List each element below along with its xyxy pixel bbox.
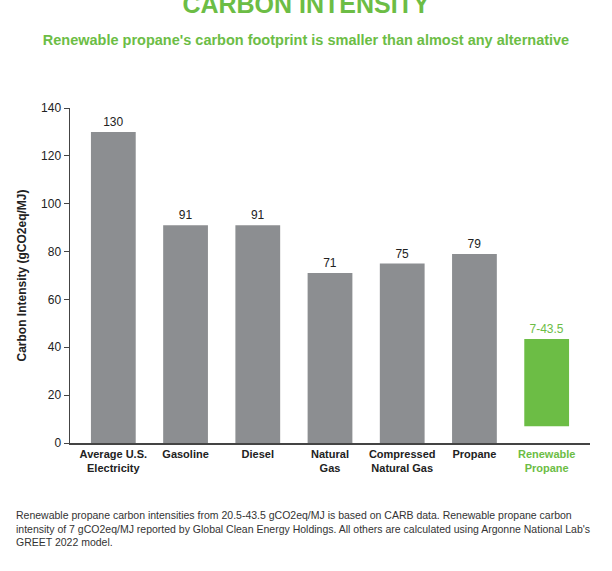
svg-text:Propane: Propane <box>452 448 496 460</box>
svg-text:120: 120 <box>41 149 61 163</box>
html-text:Renewable propane carbon inten: Renewable propane carbon intensities fro… <box>16 509 590 549</box>
svg-text:130: 130 <box>103 115 123 129</box>
svg-text:71: 71 <box>323 256 337 270</box>
svg-text:0: 0 <box>54 436 61 450</box>
svg-text:75: 75 <box>395 247 409 261</box>
svg-text:Diesel: Diesel <box>242 448 274 460</box>
svg-text:140: 140 <box>41 101 61 115</box>
svg-text:NaturalGas: NaturalGas <box>311 448 349 474</box>
svg-text:79: 79 <box>468 237 482 251</box>
svg-text:7-43.5: 7-43.5 <box>529 322 563 336</box>
svg-text:20: 20 <box>48 388 62 402</box>
svg-text:CompressedNatural Gas: CompressedNatural Gas <box>369 448 436 474</box>
svg-text:40: 40 <box>48 340 62 354</box>
svg-text:RenewablePropane: RenewablePropane <box>518 448 575 474</box>
svg-text:91: 91 <box>179 208 193 222</box>
svg-text:80: 80 <box>48 245 62 259</box>
svg-text:Gasoline: Gasoline <box>162 448 208 460</box>
svg-text:Average U.S.Electricity: Average U.S.Electricity <box>80 448 147 474</box>
svg-text:100: 100 <box>41 197 61 211</box>
svg-text:60: 60 <box>48 293 62 307</box>
svg-text:Carbon Intensity (gCO2eq/MJ): Carbon Intensity (gCO2eq/MJ) <box>15 189 29 361</box>
svg-text:91: 91 <box>251 208 265 222</box>
svg-text:CARBON INTENSITYRenewable prop: CARBON INTENSITYRenewable propane's carb… <box>43 0 569 48</box>
